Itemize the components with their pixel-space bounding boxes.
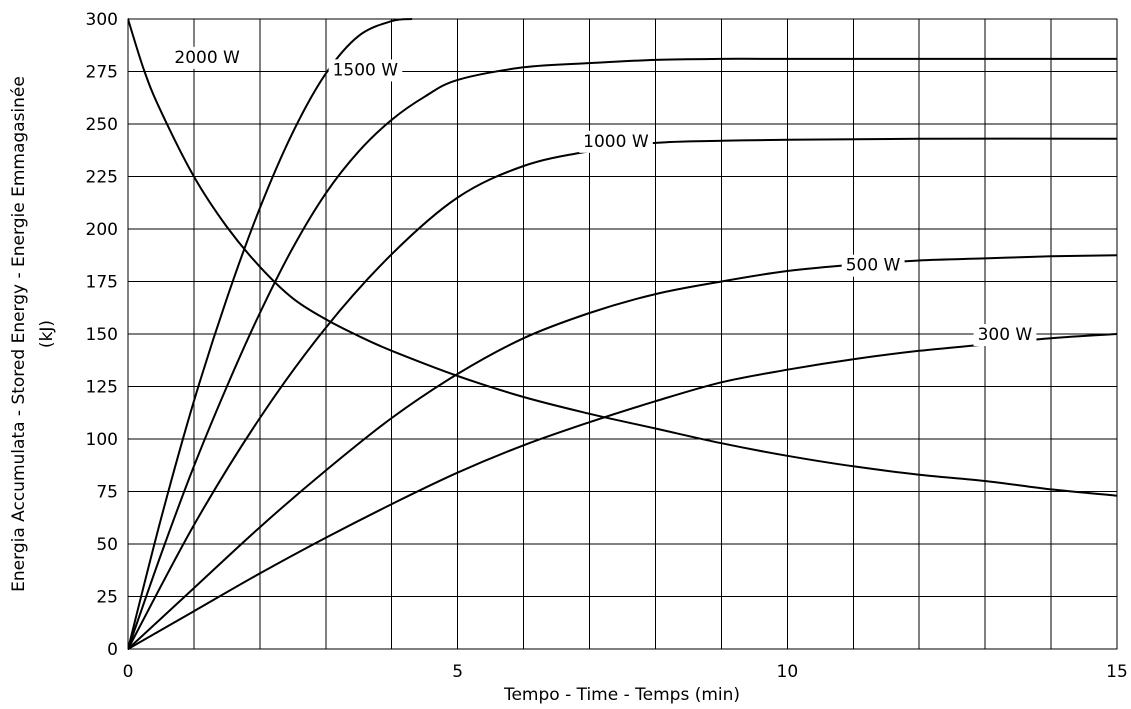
curve-1000w — [128, 137, 1117, 650]
curve-label-bg — [579, 130, 653, 153]
x-tick-label: 10 — [777, 662, 799, 682]
curve-label-text: 500 W — [846, 256, 901, 276]
curve-label: 1500 W — [328, 59, 403, 82]
x-tick-label: 15 — [1106, 662, 1128, 682]
y-tick-label: 200 — [86, 220, 118, 240]
y-tick-label: 25 — [96, 588, 118, 608]
y-tick-label: 150 — [86, 325, 118, 345]
curves — [128, 18, 1117, 650]
curve-label-bg — [841, 254, 905, 277]
y-tick-label: 275 — [86, 63, 118, 83]
curve-300w — [128, 333, 1117, 650]
x-axis-title: Tempo - Time - Temps (min) — [503, 685, 740, 705]
y-tick-label: 125 — [86, 378, 118, 398]
y-tick-label: 175 — [86, 273, 118, 293]
curve-label-text: 300 W — [978, 325, 1033, 345]
curve-label-text: 1500 W — [333, 60, 399, 80]
curve-label: 300 W — [973, 324, 1037, 346]
y-tick-label: 250 — [86, 115, 118, 135]
curve-1500w — [128, 57, 1117, 650]
curve-label: 500 W — [841, 254, 905, 277]
curve-label: 2000 W — [170, 46, 245, 69]
grid — [128, 19, 1117, 649]
curve-2000w — [128, 18, 413, 650]
x-tick-label: 5 — [452, 662, 463, 682]
y-tick-label: 0 — [107, 640, 118, 660]
y-tick-label: 75 — [96, 483, 118, 503]
curve-label-text: 2000 W — [174, 48, 240, 68]
curve-label-bg — [170, 46, 245, 69]
y-tick-label: 300 — [86, 10, 118, 30]
plot-frame — [127, 18, 1118, 650]
curve-500w — [128, 254, 1117, 650]
y-tick-label: 100 — [86, 430, 118, 450]
curve-label-bg — [328, 59, 403, 82]
y-axis-title: Energia Accumulata - Stored Energy - Ene… — [9, 76, 29, 592]
curve-labels: 2000 W 1500 W 1000 W 500 W 300 W — [170, 46, 1037, 346]
curve-label-bg — [973, 324, 1037, 346]
curve-label: 1000 W — [579, 130, 653, 153]
curve-decay — [128, 18, 1117, 497]
tick-labels: 0 25 50 75 100 125 150 175 200 225 250 275 300 0 5 10 15 — [86, 10, 1128, 682]
x-tick-label: 0 — [123, 662, 134, 682]
curve-label-text: 1000 W — [583, 132, 649, 152]
y-tick-label: 225 — [86, 168, 118, 188]
y-axis-unit: (kJ) — [37, 320, 57, 348]
y-tick-label: 50 — [96, 535, 118, 555]
